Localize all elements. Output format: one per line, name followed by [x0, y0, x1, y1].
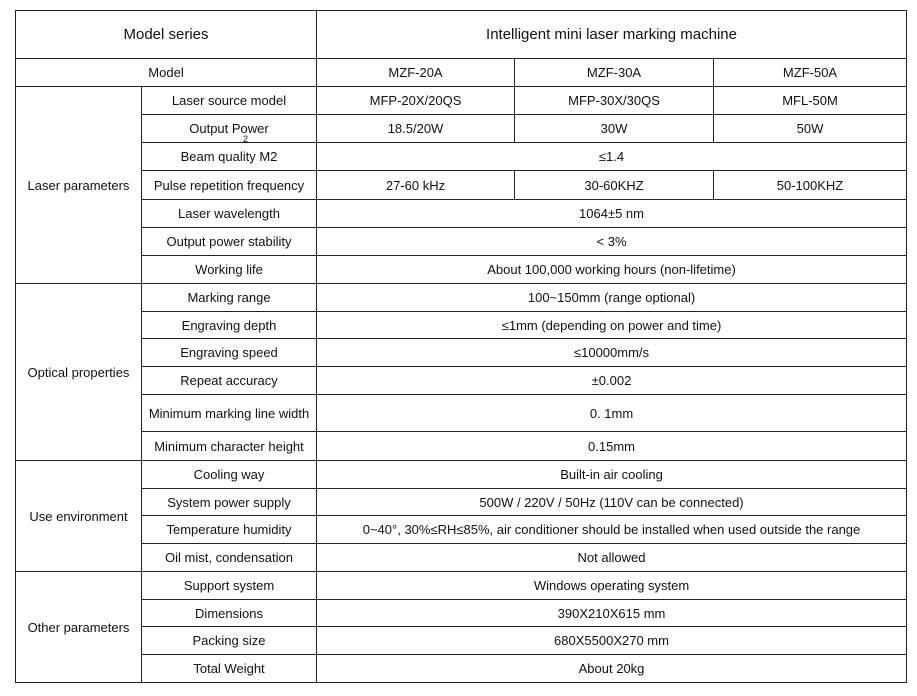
model-series-label: Model series [14, 10, 318, 59]
model-row: Model MZF-20A MZF-30A MZF-50A [14, 58, 908, 87]
row-value: ≤1mm (depending on power and time) [316, 311, 908, 339]
row-value: 390X210X615 mm [316, 599, 908, 627]
row-label: Minimum character height [140, 431, 318, 461]
model-value: MZF-50A [713, 58, 908, 87]
row-value: Windows operating system [316, 571, 908, 600]
row-value: 18.5/20W [316, 114, 516, 143]
spec-table: Model series Intelligent mini laser mark… [14, 10, 908, 683]
table-row: Packing size 680X5500X270 mm [16, 626, 908, 655]
table-row: Output Power 18.5/20W 30W 50W [16, 114, 908, 143]
row-value: Not allowed [316, 543, 908, 572]
row-value: MFL-50M [713, 86, 908, 115]
group-label: Other parameters [15, 571, 142, 683]
row-value: 30W [514, 114, 715, 143]
table-row: Optical properties Marking range 100~150mm… [15, 283, 908, 461]
row-label: Engraving depth [140, 311, 318, 339]
row-value: 100~150mm (range optional) [316, 283, 908, 312]
table-row: Engraving depth ≤1mm (depending on power … [16, 311, 908, 339]
row-value: About 20kg [316, 654, 908, 683]
row-label: Marking range [140, 283, 318, 312]
row-label: Output Power [140, 114, 318, 143]
table-row: Oil mist, condensation Not allowed [16, 543, 908, 572]
table-row: Beam quality M2 2 ≤1.4 [16, 134, 908, 171]
row-value: 500W / 220V / 50Hz (110V can be connecte… [316, 488, 908, 516]
row-value: Built-in air cooling [316, 460, 908, 489]
row-value: 1064±5 nm [316, 199, 908, 228]
header-row: Model series Intelligent mini laser mark… [14, 10, 908, 59]
table-row: Laser wavelength 1064±5 nm [16, 199, 908, 228]
row-label: Cooling way [140, 460, 318, 489]
table-row: Minimum marking line width 0. 1mm [16, 394, 908, 432]
row-label: Oil mist, condensation [140, 543, 318, 572]
table-row: Engraving speed ≤10000mm/s [16, 338, 908, 367]
row-label: Laser wavelength [140, 199, 318, 228]
table-row: Pulse repetition frequency 27-60 kHz 30-60… [16, 170, 908, 200]
row-value: 30-60KHZ [514, 170, 715, 200]
row-value: 0. 1mm [316, 394, 908, 432]
row-label: Packing size [140, 626, 318, 655]
row-value: ≤10000mm/s [316, 338, 908, 367]
row-value: MFP-30X/30QS [514, 86, 715, 115]
superscript: 2 [243, 134, 249, 144]
row-value: < 3% [316, 227, 908, 256]
model-value: MZF-30A [514, 58, 715, 87]
row-label-text: Beam quality M2 [180, 149, 278, 164]
row-label: Working life [140, 255, 318, 284]
row-label: Support system [140, 571, 318, 600]
model-value: MZF-20A [316, 58, 516, 87]
group-label: Use environment [15, 460, 142, 572]
row-value: 0~40°, 30%≤RH≤85%, air conditioner shoul… [316, 515, 908, 544]
row-value: ±0.002 [316, 366, 908, 395]
model-label: Model [14, 58, 318, 87]
row-label: Laser source model [140, 86, 318, 115]
row-label: Temperature humidity [140, 515, 318, 544]
row-label: Repeat accuracy [140, 366, 318, 395]
table-row: Temperature humidity 0~40°, 30%≤RH≤85%, a… [16, 515, 908, 544]
table-row: Use environment Cooling way Built-in air c… [15, 460, 908, 572]
row-value: About 100,000 working hours (non-lifetim… [316, 255, 908, 284]
row-value: 0.15mm [316, 431, 908, 461]
row-label: System power supply [140, 488, 318, 516]
row-label: Engraving speed [140, 338, 318, 367]
table-row: Minimum character height 0.15mm [16, 431, 908, 461]
row-label: Beam quality M2 2 [140, 134, 318, 171]
row-label: Output power stability [140, 227, 318, 256]
group-label: Optical properties [15, 283, 142, 461]
table-row: Total Weight About 20kg [16, 654, 908, 683]
row-value: 680X5500X270 mm [316, 626, 908, 655]
row-label: Dimensions [140, 599, 318, 627]
row-value: 50W [713, 114, 908, 143]
table-row: Working life About 100,000 working hours … [16, 255, 908, 284]
row-label: Total Weight [140, 654, 318, 683]
table-row: Repeat accuracy ±0.002 [16, 366, 908, 395]
model-series-value: Intelligent mini laser marking machine [316, 10, 908, 59]
table-row: Other parameters Support system Windows op… [15, 571, 908, 683]
row-label: Pulse repetition frequency [140, 170, 318, 200]
row-label: Minimum marking line width [140, 394, 318, 432]
group-label: Laser parameters [15, 86, 142, 284]
table-row: Output power stability < 3% [16, 227, 908, 256]
table-row: Dimensions 390X210X615 mm [16, 599, 908, 627]
table-row: System power supply 500W / 220V / 50Hz (1… [16, 488, 908, 516]
row-value: 27-60 kHz [316, 170, 516, 200]
row-value: ≤1.4 [316, 142, 908, 171]
row-value: 50-100KHZ [713, 170, 908, 200]
row-value: MFP-20X/20QS [316, 86, 516, 115]
table-row: Laser parameters Laser source model MFP-20… [15, 86, 908, 284]
